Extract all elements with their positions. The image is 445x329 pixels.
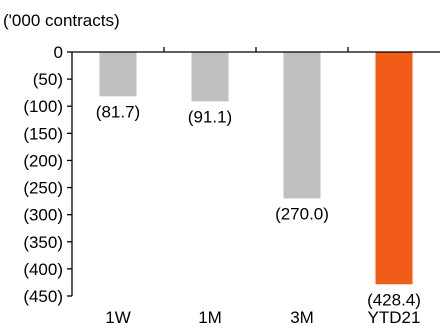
- category-label: YTD21: [368, 308, 421, 327]
- y-tick-label: (200): [23, 151, 63, 170]
- y-tick-label: (100): [23, 97, 63, 116]
- x-axis-ticks: [163, 47, 349, 52]
- category-labels: 1W 1M 3M YTD21: [105, 308, 420, 327]
- y-tick-label: (50): [33, 70, 63, 89]
- y-tick-label: (400): [23, 260, 63, 279]
- unit-label: ('000 contracts): [3, 11, 120, 30]
- y-tick-label: (450): [23, 287, 63, 306]
- bars: [99, 52, 413, 285]
- data-label: (91.1): [188, 107, 232, 126]
- bar-ytd21: [375, 52, 413, 285]
- category-label: 1M: [198, 308, 222, 327]
- y-tick-label: 0: [54, 43, 63, 62]
- data-label: (81.7): [96, 102, 140, 121]
- category-label: 1W: [105, 308, 131, 327]
- y-tick-label: (350): [23, 233, 63, 252]
- data-labels: (81.7) (91.1) (270.0) (428.4): [96, 102, 421, 309]
- data-label: (270.0): [275, 204, 329, 223]
- data-label: (428.4): [367, 290, 421, 309]
- y-axis-ticks: 0 (50) (100) (150) (200) (250) (300) (350) (400)…: [23, 43, 72, 306]
- bar-3m: [283, 52, 321, 199]
- y-tick-label: (300): [23, 206, 63, 225]
- bar-1m: [191, 52, 229, 102]
- y-tick-label: (150): [23, 124, 63, 143]
- bar-1w: [99, 52, 137, 97]
- category-label: 3M: [290, 308, 314, 327]
- y-tick-label: (250): [23, 179, 63, 198]
